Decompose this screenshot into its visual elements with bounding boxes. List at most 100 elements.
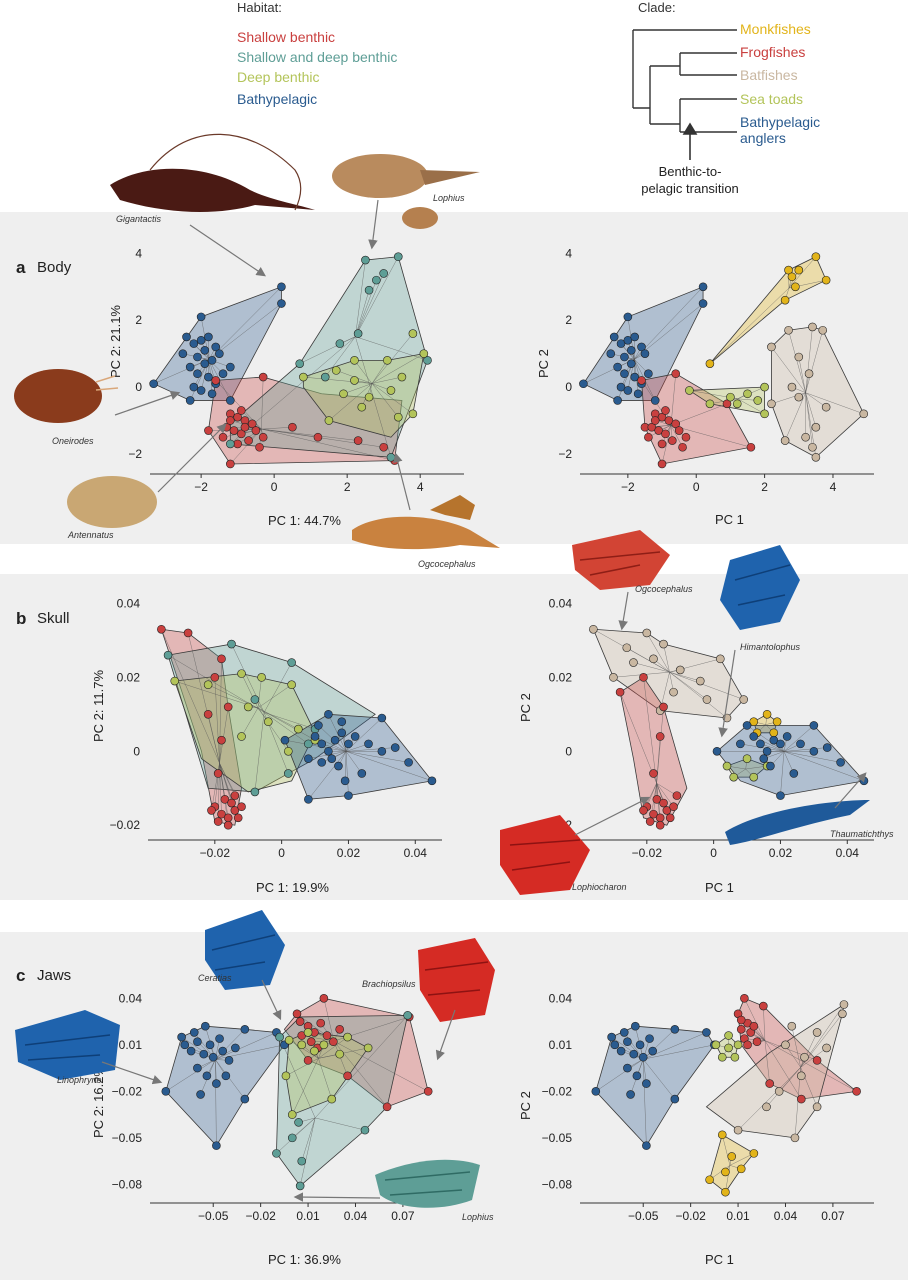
data-point <box>742 754 752 763</box>
plot-c-habitat: −0.05 −0.02 0.01 0.04 0.07 0.04 0.01 −0.02 −0.05… <box>112 991 444 1223</box>
data-point <box>736 1015 746 1025</box>
data-point <box>339 389 348 399</box>
tree-branch <box>346 747 396 752</box>
data-point <box>236 406 246 415</box>
data-point <box>204 332 213 342</box>
tree-branch <box>729 1153 754 1166</box>
tree-branch <box>646 632 670 673</box>
data-point <box>337 728 347 738</box>
data-point <box>650 416 660 425</box>
data-point <box>217 809 226 819</box>
x-tick-label: 0.02 <box>769 846 793 860</box>
data-point <box>811 422 821 432</box>
data-point <box>838 1009 847 1019</box>
y-tick-label: 0.02 <box>117 670 141 684</box>
x-tick-label: 0.04 <box>404 846 428 860</box>
data-point <box>622 643 632 653</box>
data-point <box>743 389 752 399</box>
data-point <box>776 739 785 749</box>
data-point <box>297 1156 307 1166</box>
tree-branch <box>371 376 402 384</box>
x-tick-label: −0.02 <box>675 1209 706 1223</box>
data-point <box>203 710 213 719</box>
x-tick-label: 0.02 <box>337 846 361 860</box>
data-point <box>623 1063 632 1073</box>
data-point <box>796 739 805 749</box>
tree-branch <box>215 1059 217 1146</box>
data-point <box>760 409 769 419</box>
data-point <box>607 1032 616 1042</box>
data-point <box>822 1043 831 1053</box>
y-tick-label: 0.02 <box>549 670 573 684</box>
antennatus-arrow <box>157 423 227 493</box>
tree-branch <box>766 1067 801 1108</box>
data-point <box>272 1149 281 1158</box>
ogcocephalus-arrow <box>393 452 411 511</box>
data-point <box>189 1028 199 1037</box>
data-point <box>237 732 246 741</box>
plot-b-habitat: −0.02 0 0.02 0.04 −0.02 0 0.02 0.04 <box>110 596 442 860</box>
data-point <box>258 432 268 442</box>
tree-branch <box>783 747 828 752</box>
data-point <box>233 412 242 422</box>
y-tick-label: 0.01 <box>549 1038 573 1052</box>
data-point <box>208 1052 218 1062</box>
tree-branch <box>299 336 356 364</box>
data-point <box>419 349 429 358</box>
tree-branch <box>315 1117 366 1131</box>
data-point <box>196 386 206 395</box>
x-tick-label: 4 <box>417 480 424 494</box>
tree-branch <box>780 751 785 796</box>
data-point <box>223 820 233 830</box>
y-tick-label: 0 <box>133 744 140 758</box>
data-point <box>237 802 246 812</box>
data-point <box>762 746 772 756</box>
data-point <box>766 761 775 771</box>
data-point <box>340 776 350 786</box>
data-point <box>794 392 804 402</box>
data-point <box>180 1040 190 1050</box>
x-tick-label: −0.02 <box>200 846 231 860</box>
data-point <box>233 813 243 823</box>
data-point <box>211 342 221 352</box>
tree-branch <box>343 383 373 395</box>
data-point <box>681 432 691 442</box>
tree-branch <box>263 712 309 745</box>
data-point <box>730 1052 740 1062</box>
data-point <box>591 1087 601 1096</box>
tree-branch <box>215 1032 277 1060</box>
data-point <box>739 695 749 704</box>
data-point <box>319 1040 329 1050</box>
data-point <box>215 1034 224 1043</box>
tree-branch <box>254 712 265 792</box>
data-point <box>645 817 655 826</box>
data-point <box>218 1046 228 1056</box>
panel-a-background <box>0 212 908 544</box>
x-tick-label: −0.02 <box>245 1209 276 1223</box>
data-point <box>623 1037 632 1047</box>
data-point <box>695 676 705 686</box>
data-point <box>423 356 432 365</box>
data-point <box>255 442 264 452</box>
data-point <box>780 436 790 445</box>
y-tick-label: −0.05 <box>112 1131 143 1145</box>
tree-branch <box>344 751 347 781</box>
data-point <box>324 746 333 756</box>
data-point <box>654 426 663 435</box>
data-point <box>182 332 191 342</box>
data-point <box>767 399 776 409</box>
data-point <box>397 372 407 382</box>
tree-branch <box>318 1058 333 1100</box>
data-point <box>221 1071 231 1081</box>
y-tick-label: −2 <box>128 447 142 461</box>
tree-branch <box>709 287 790 364</box>
y-tick-label: −0.02 <box>542 1084 573 1098</box>
data-point <box>616 382 626 392</box>
data-point <box>304 739 313 749</box>
data-point <box>733 1040 743 1050</box>
label-linophryne: Linophryne <box>57 1075 102 1085</box>
data-point <box>791 282 800 292</box>
data-point <box>620 369 629 379</box>
data-point <box>642 1079 651 1088</box>
data-point <box>193 369 202 379</box>
